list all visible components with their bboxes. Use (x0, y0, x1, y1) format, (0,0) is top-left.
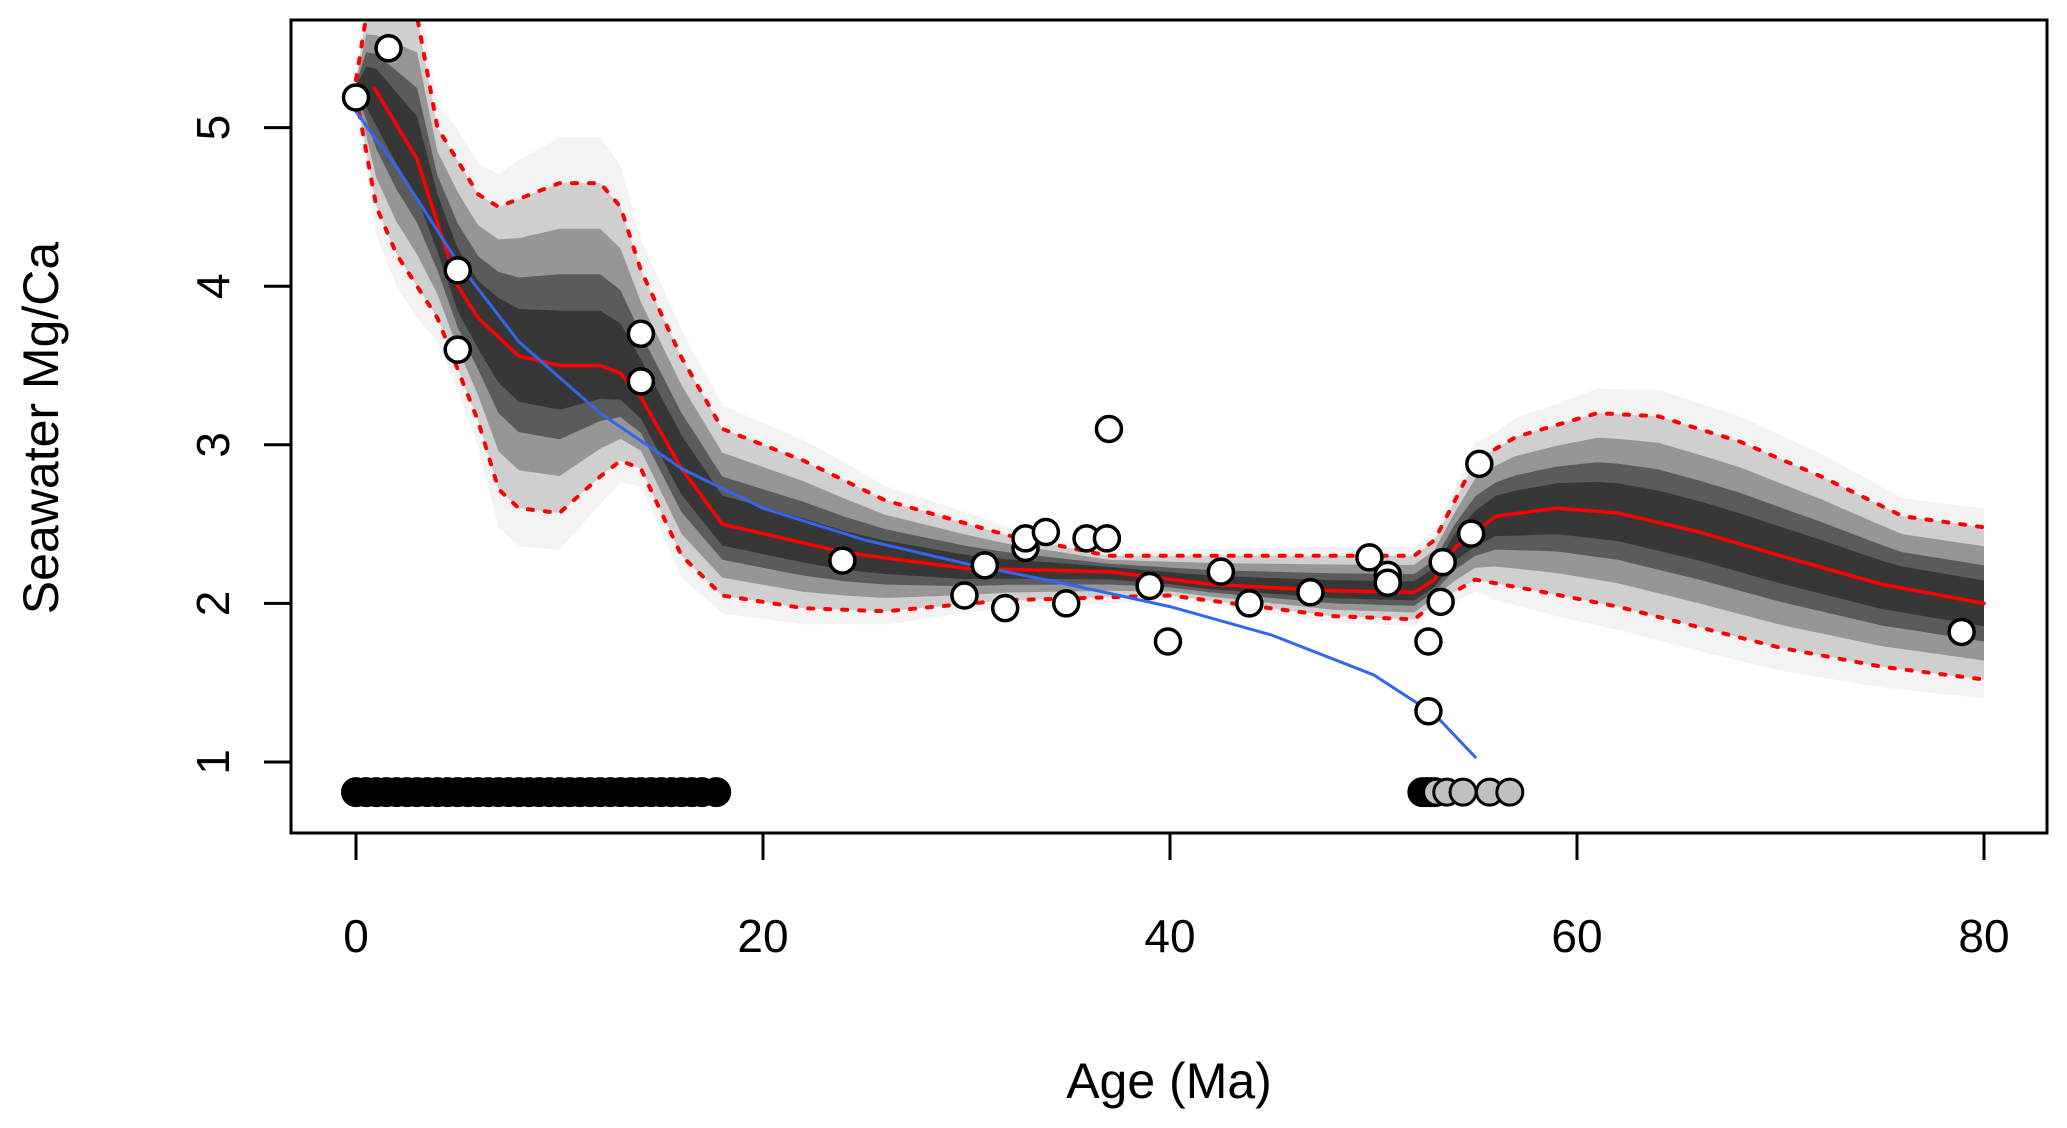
data-point (626, 367, 656, 396)
y-tick-label: 1 (187, 749, 239, 775)
data-point (1414, 696, 1443, 726)
x-axis-title: Age (Ma) (1066, 1053, 1272, 1109)
x-tick-label: 0 (343, 910, 369, 962)
x-tick-label: 20 (737, 910, 788, 962)
y-axis: 1 2 3 4 5 (187, 115, 291, 775)
data-point (341, 83, 371, 112)
data-point (1153, 627, 1183, 656)
data-point (1426, 587, 1455, 617)
y-tick-label: 3 (187, 432, 239, 458)
data-point (443, 335, 472, 364)
x-axis: 0 20 40 60 80 (343, 833, 2010, 962)
data-point (1206, 557, 1236, 586)
data-point (1355, 543, 1384, 572)
data-point (1465, 449, 1494, 479)
data-point (1414, 627, 1443, 656)
y-tick-label: 5 (187, 115, 239, 141)
lines-layer (354, 20, 1986, 759)
data-point (828, 546, 857, 575)
rug-point-gray (1448, 777, 1478, 807)
series-line-ensemble-median (372, 86, 1986, 606)
y-tick-label: 2 (187, 591, 239, 617)
rug-layer (341, 777, 1525, 808)
data-point (1296, 578, 1325, 607)
data-point (1092, 524, 1122, 553)
x-tick-label: 60 (1551, 910, 1602, 962)
points-layer (341, 34, 1976, 726)
data-point (1428, 547, 1457, 577)
data-point (1456, 519, 1486, 548)
ensemble-band-layer (356, 20, 1984, 699)
data-point (990, 593, 1020, 623)
series-line-polynomial-fit (354, 110, 1477, 759)
data-point (626, 319, 656, 349)
data-point (970, 551, 1000, 580)
data-point (1135, 571, 1164, 601)
data-point (1235, 589, 1264, 618)
data-point (374, 34, 403, 63)
data-point (443, 256, 472, 285)
data-point (1373, 568, 1402, 598)
y-axis-title: Seawater Mg/Ca (13, 242, 69, 615)
data-point (1031, 517, 1061, 547)
data-point (1947, 617, 1976, 647)
data-point (950, 581, 979, 610)
x-tick-label: 80 (1958, 910, 2009, 962)
y-tick-label: 4 (187, 273, 239, 299)
rug-point-gray (1495, 777, 1525, 807)
data-point (1094, 414, 1124, 444)
ensemble-band-4 (356, 66, 1984, 627)
data-point (1051, 589, 1081, 618)
rug-point-black (701, 777, 732, 808)
series-line-upper-interval (354, 20, 1986, 558)
series-line-lower-interval (354, 93, 1986, 682)
x-tick-label: 40 (1144, 910, 1195, 962)
